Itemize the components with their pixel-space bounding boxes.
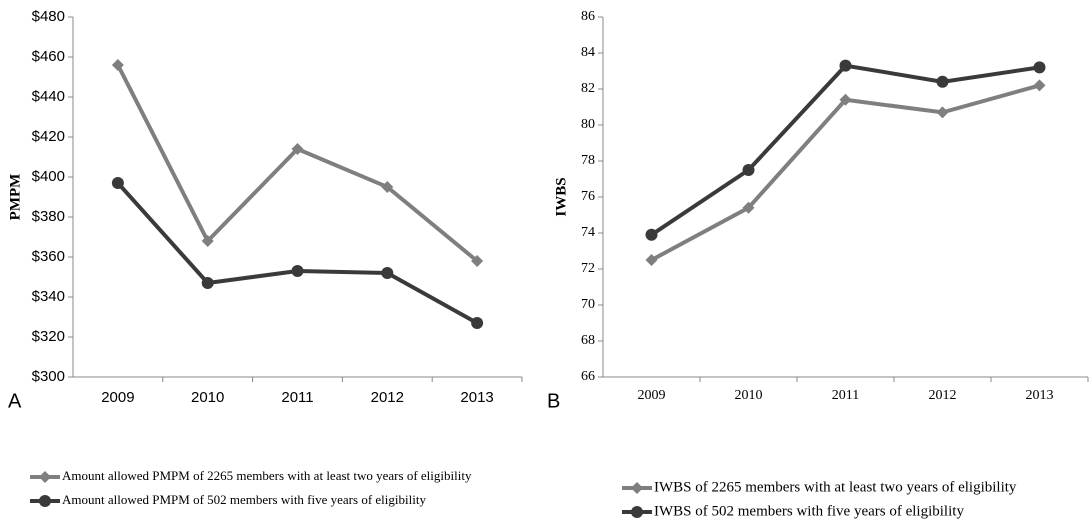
marker [645, 254, 658, 266]
marker [742, 164, 755, 176]
x-tick-label: 2011 [281, 389, 313, 406]
y-tick-label: 72 [581, 261, 595, 276]
marker [381, 181, 394, 193]
marker [742, 201, 755, 214]
marker [839, 59, 852, 72]
y-tick-label: $380 [32, 208, 65, 225]
marker [201, 235, 214, 247]
x-tick-label: 2012 [929, 388, 957, 403]
x-tick-label: 2011 [832, 388, 859, 403]
marker [39, 495, 51, 507]
marker [291, 143, 304, 155]
x-tick-label: 2013 [460, 389, 493, 406]
y-tick-label: 82 [581, 81, 595, 96]
marker [839, 93, 852, 106]
panel-label: B [547, 390, 560, 412]
y-tick-label: $340 [32, 288, 65, 305]
x-tick-label: 2013 [1026, 388, 1054, 403]
series-line [116, 64, 479, 263]
y-tick-label: 68 [581, 333, 595, 348]
marker [631, 506, 643, 518]
y-tick-label: 80 [581, 117, 595, 132]
legend-label: IWBS of 502 members with five years of e… [654, 503, 964, 519]
x-tick-label: 2012 [371, 389, 404, 406]
marker [111, 59, 124, 71]
y-tick-label: $440 [32, 88, 65, 105]
series-line [116, 181, 479, 325]
y-tick-label: $320 [32, 328, 65, 345]
legend-label: Amount allowed PMPM of 502 members with … [62, 492, 426, 507]
panel-label: A [8, 390, 22, 412]
y-tick-label: 78 [581, 153, 595, 168]
y-tick-label: 66 [581, 369, 595, 384]
series-line [650, 83, 1041, 262]
legend-label: IWBS of 2265 members with at least two y… [654, 479, 1017, 495]
x-tick-label: 2010 [191, 389, 224, 406]
marker [1033, 79, 1046, 92]
series-line [650, 63, 1040, 237]
y-tick-label: 70 [581, 297, 595, 312]
marker [201, 277, 214, 289]
marker [936, 106, 949, 119]
x-tick-label: 2009 [638, 388, 666, 403]
y-tick-label: $480 [32, 8, 65, 25]
x-tick-label: 2009 [101, 389, 134, 406]
y-tick-label: 74 [581, 225, 595, 240]
marker [471, 255, 484, 267]
marker [381, 267, 394, 279]
y-tick-label: $420 [32, 128, 65, 145]
marker [291, 265, 304, 277]
y-tick-label: 86 [581, 9, 595, 24]
marker [39, 471, 51, 483]
marker [471, 317, 484, 329]
y-tick-label: $300 [32, 368, 65, 385]
y-tick-label: 84 [581, 45, 595, 60]
legend-label: Amount allowed PMPM of 2265 members with… [62, 468, 472, 483]
y-tick-label: $460 [32, 48, 65, 65]
y-tick-label: $400 [32, 168, 65, 185]
marker [645, 228, 658, 241]
marker [631, 482, 643, 494]
y-tick-label: $360 [32, 248, 65, 265]
x-tick-label: 2010 [735, 388, 763, 403]
y-axis-label: IWBS [553, 177, 569, 216]
marker [1033, 61, 1046, 74]
marker [111, 177, 124, 189]
marker [936, 75, 949, 88]
y-tick-label: 76 [581, 189, 595, 204]
y-axis-label: PMPM [7, 174, 23, 221]
